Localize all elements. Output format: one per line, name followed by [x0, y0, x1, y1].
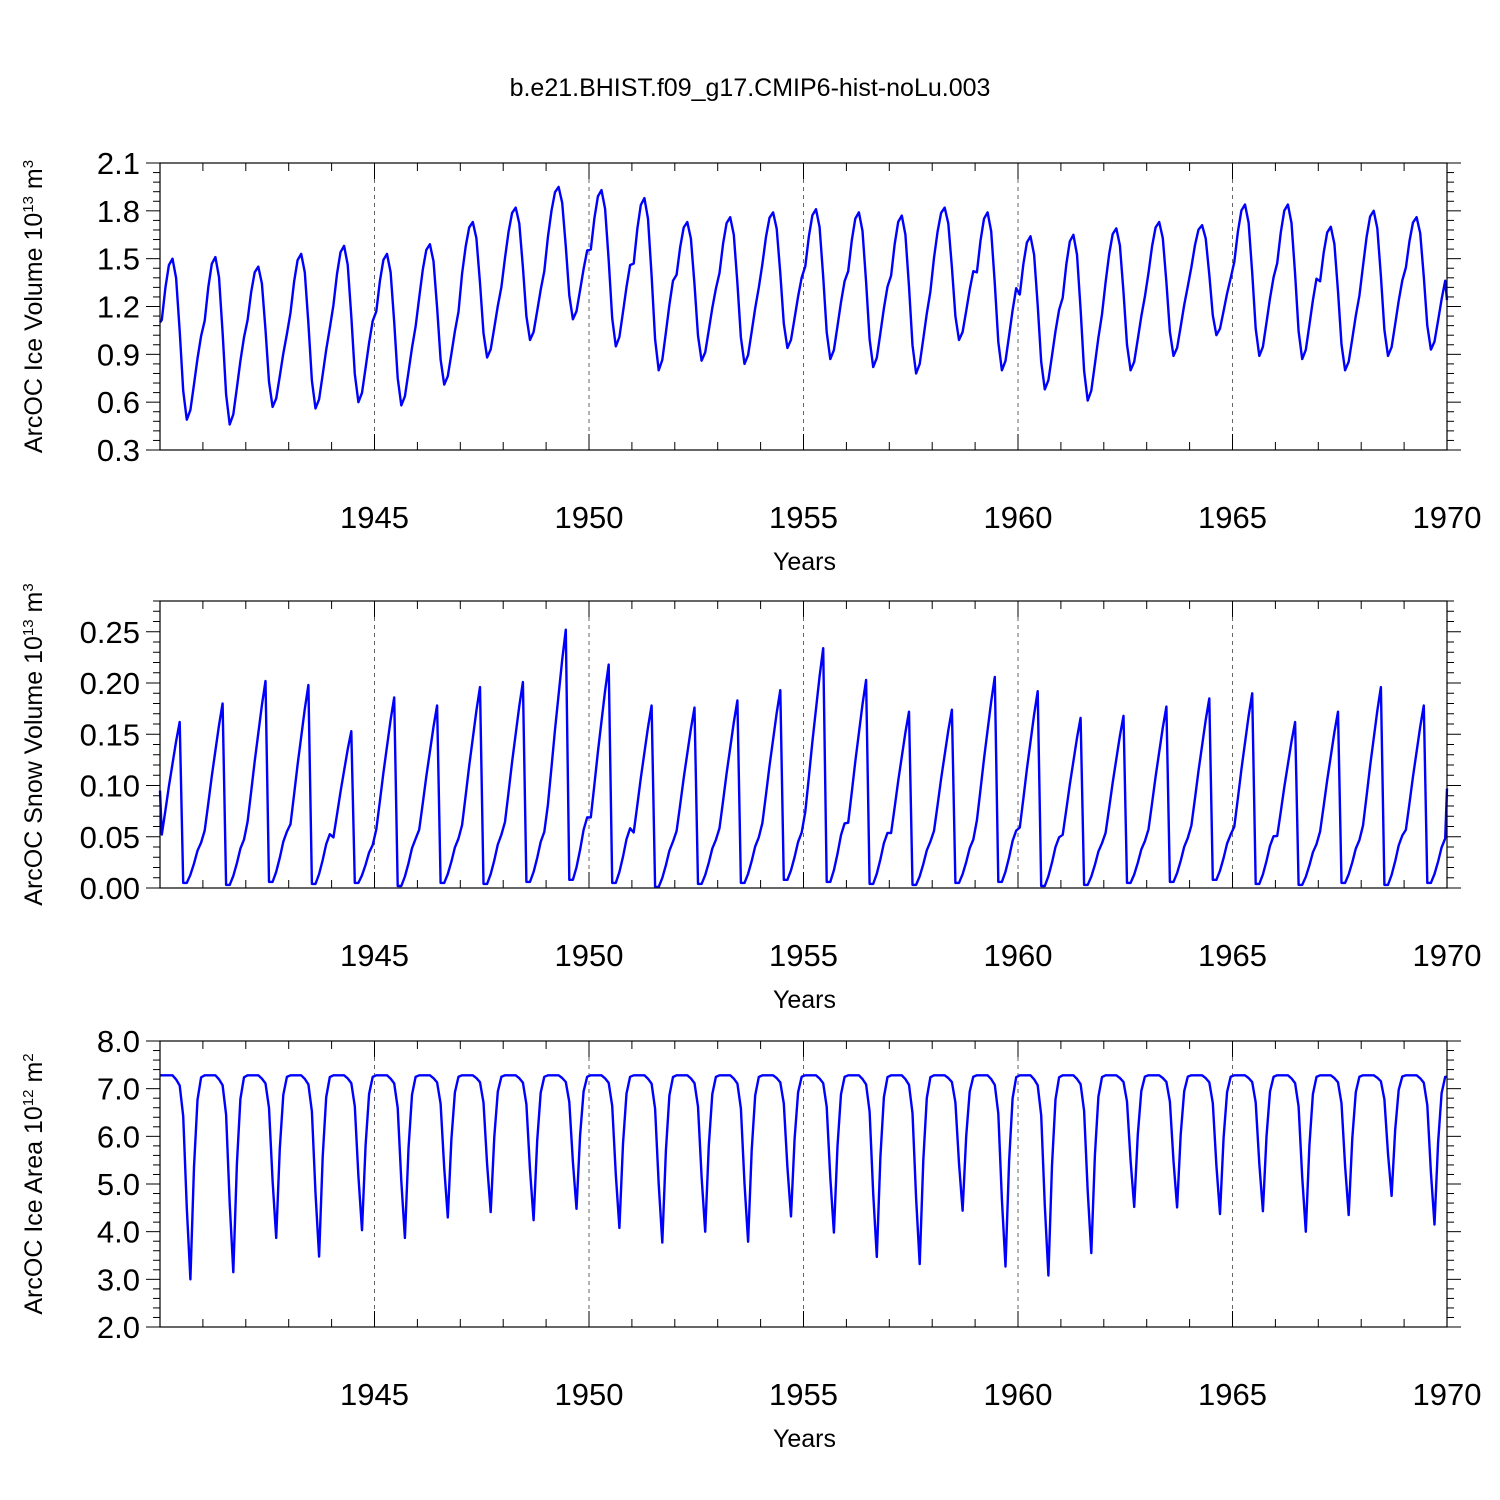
- panels: 0.3 0.6 0.9 1.2 1.5 1.8 2.1 1945 1950 1955 1960 196…: [20, 146, 1481, 1453]
- y-tick-label: 0.10: [80, 769, 140, 804]
- x-tick-label: 1960: [984, 500, 1053, 535]
- x-tick-label: 1950: [555, 500, 624, 535]
- y-tick-label: 0.25: [80, 615, 140, 650]
- x-axis-label: Years: [773, 986, 836, 1014]
- y-tick-label: 2.1: [97, 146, 140, 181]
- x-tick-label: 1965: [1198, 1377, 1267, 1412]
- x-axis-label: Years: [773, 1425, 836, 1453]
- x-tick-label: 1965: [1198, 938, 1267, 973]
- y-tick-label: 0.20: [80, 666, 140, 701]
- y-tick-label: 1.2: [97, 290, 140, 325]
- y-tick-label: 0.05: [80, 820, 140, 855]
- y-tick-label: 0.6: [97, 385, 140, 420]
- y-tick-label: 0.3: [97, 433, 140, 468]
- panel-snow-volume: 0.00 0.05 0.10 0.15 0.20 0.25 1945 1950 1955 1960…: [20, 583, 1481, 1014]
- x-tick-label: 1970: [1413, 1377, 1482, 1412]
- y-axis-label: ArcOC Snow Volume 1013 m3: [20, 583, 48, 905]
- y-tick-label: 0.00: [80, 871, 140, 906]
- x-tick-label: 1945: [340, 1377, 409, 1412]
- x-tick-label: 1945: [340, 938, 409, 973]
- plot-frame: [159, 600, 1448, 889]
- y-tick-label: 0.9: [97, 337, 140, 372]
- panel-ice-area: 2.0 3.0 4.0 5.0 6.0 7.0 8.0 1945 1950 1955 1960 196…: [20, 1024, 1481, 1453]
- x-tick-label: 1965: [1198, 500, 1267, 535]
- x-tick-label: 1955: [769, 500, 838, 535]
- x-axis-label: Years: [773, 548, 836, 576]
- x-tick-label: 1960: [984, 938, 1053, 973]
- x-tick-label: 1970: [1413, 500, 1482, 535]
- series-line-ice-volume: [159, 185, 1449, 426]
- y-tick-label: 2.0: [97, 1310, 140, 1345]
- y-tick-label: 4.0: [97, 1215, 140, 1250]
- y-tick-label: 8.0: [97, 1024, 140, 1059]
- y-axis-label: ArcOC Ice Area 1012 m2: [20, 1053, 48, 1314]
- x-tick-label: 1955: [769, 1377, 838, 1412]
- plot-frame: [159, 1040, 1448, 1328]
- x-tick-label: 1970: [1413, 938, 1482, 973]
- y-tick-label: 1.5: [97, 242, 140, 277]
- x-tick-label: 1960: [984, 1377, 1053, 1412]
- y-tick-label: 3.0: [97, 1262, 140, 1297]
- y-tick-label: 7.0: [97, 1072, 140, 1107]
- series-line-snow-volume: [158, 628, 1449, 889]
- y-tick-label: 1.8: [97, 194, 140, 229]
- x-tick-label: 1950: [555, 938, 624, 973]
- x-tick-label: 1950: [555, 1377, 624, 1412]
- panel-ice-volume: 0.3 0.6 0.9 1.2 1.5 1.8 2.1 1945 1950 1955 1960 196…: [20, 146, 1481, 576]
- x-tick-label: 1945: [340, 500, 409, 535]
- y-tick-label: 0.15: [80, 717, 140, 752]
- series-line-ice-area: [160, 1074, 1447, 1281]
- y-axis-label: ArcOC Ice Volume 1013 m3: [20, 160, 48, 453]
- plot-frame: [159, 162, 1448, 451]
- y-tick-label: 5.0: [97, 1167, 140, 1202]
- chart-title: b.e21.BHIST.f09_g17.CMIP6-hist-noLu.003: [510, 74, 991, 102]
- y-tick-label: 6.0: [97, 1119, 140, 1154]
- x-tick-label: 1955: [769, 938, 838, 973]
